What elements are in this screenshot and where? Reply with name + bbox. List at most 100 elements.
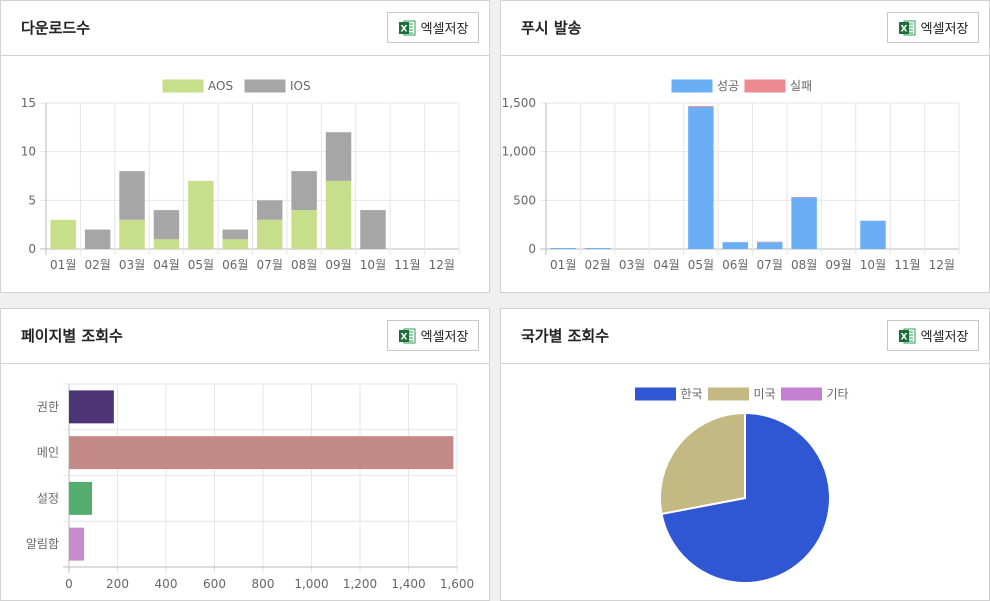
x-tick-label: 11월 — [394, 258, 420, 272]
x-tick-label: 06월 — [222, 258, 248, 272]
excel-export-button[interactable]: X 엑셀저장 — [387, 12, 479, 43]
legend-label: 미국 — [754, 387, 776, 401]
x-tick-label: 07월 — [757, 258, 783, 272]
panel-header: 푸시 발송 X 엑셀저장 — [501, 1, 989, 56]
y-tick-label: 설정 — [37, 491, 59, 505]
bar-메인 — [69, 436, 454, 470]
y-tick-label: 5 — [28, 193, 36, 207]
panel-title: 푸시 발송 — [521, 19, 582, 37]
bar-IOS — [256, 200, 283, 220]
x-tick-label: 200 — [106, 577, 129, 591]
legend-label: 실패 — [790, 79, 812, 93]
excel-icon: X — [398, 19, 416, 37]
legend-swatch — [162, 79, 204, 93]
y-tick-label: 500 — [513, 193, 536, 207]
bar-권한 — [69, 390, 114, 424]
bar-IOS — [291, 171, 317, 211]
x-tick-label: 12월 — [929, 258, 955, 272]
excel-icon: X — [398, 327, 416, 345]
bar-AOS — [256, 219, 283, 249]
x-tick-label: 05월 — [688, 258, 714, 272]
y-tick-label: 10 — [21, 145, 36, 159]
x-tick-label: 02월 — [84, 258, 110, 272]
excel-export-button[interactable]: X 엑셀저장 — [887, 12, 979, 43]
legend-swatch — [244, 79, 286, 93]
x-tick-label: 09월 — [325, 258, 351, 272]
x-tick-label: 12월 — [429, 258, 455, 272]
country-chart: 한국 미국 기타 — [635, 387, 849, 584]
y-tick-label: 권한 — [37, 400, 59, 414]
excel-export-label: 엑셀저장 — [920, 330, 969, 345]
excel-export-button[interactable]: X 엑셀저장 — [387, 320, 479, 351]
x-tick-label: 0 — [65, 577, 73, 591]
x-tick-label: 10월 — [360, 258, 386, 272]
legend-label: IOS — [290, 79, 311, 93]
y-tick-label: 알림함 — [26, 537, 59, 551]
bar-성공 — [756, 242, 783, 249]
x-tick-label: 04월 — [653, 258, 679, 272]
x-tick-label: 09월 — [825, 258, 851, 272]
excel-badge — [398, 329, 409, 342]
excel-export-button[interactable]: X 엑셀저장 — [887, 320, 979, 351]
panel-header: 국가별 조회수 X 엑셀저장 — [501, 309, 989, 364]
legend-swatch — [744, 79, 786, 93]
y-tick-label: 1,500 — [502, 96, 536, 110]
downloads-chart: AOS IOS 0 5 10 15 01월 02월 03월 04월 05월 06월 07월 08월 09월 1… — [21, 79, 460, 272]
panel-header: 다운로드수 X 엑셀저장 — [1, 1, 489, 56]
bar-AOS — [188, 180, 214, 249]
bar-성공 — [584, 248, 611, 249]
excel-letter: X — [900, 24, 907, 34]
x-tick-label: 1,000 — [294, 577, 328, 591]
y-tick-label: 0 — [528, 242, 536, 256]
x-tick-label: 1,200 — [343, 577, 377, 591]
country-panel: 국가별 조회수 X 엑셀저장 한국 미국 기타 — [500, 308, 990, 601]
bar-AOS — [50, 219, 76, 249]
bar-AOS — [291, 210, 317, 249]
y-tick-label: 메인 — [37, 446, 59, 460]
x-tick-label: 05월 — [188, 258, 214, 272]
excel-letter: X — [400, 332, 407, 342]
y-tick-label: 0 — [28, 242, 36, 256]
x-tick-label: 04월 — [153, 258, 179, 272]
bar-AOS — [325, 180, 352, 249]
excel-icon: X — [898, 327, 916, 345]
legend-label: 기타 — [827, 387, 849, 401]
x-tick-label: 1,600 — [440, 577, 474, 591]
bar-성공 — [860, 220, 886, 249]
legend-swatch — [671, 79, 713, 93]
excel-badge — [898, 21, 909, 34]
y-tick-label: 1,000 — [502, 145, 536, 159]
x-tick-label: 03월 — [119, 258, 145, 272]
legend-swatch — [708, 387, 749, 401]
excel-badge — [898, 329, 909, 342]
x-tick-label: 02월 — [584, 258, 610, 272]
legend-label: AOS — [208, 79, 233, 93]
excel-export-label: 엑셀저장 — [920, 22, 969, 37]
x-tick-label: 400 — [155, 577, 178, 591]
bar-성공 — [550, 248, 576, 249]
bar-IOS — [325, 132, 352, 181]
bar-IOS — [119, 171, 145, 220]
legend-swatch — [635, 387, 676, 401]
panel-title: 페이지별 조회수 — [21, 327, 123, 345]
x-tick-label: 800 — [252, 577, 275, 591]
bar-성공 — [722, 242, 749, 249]
bar-IOS — [222, 229, 249, 240]
bar-AOS — [153, 239, 180, 249]
bar-IOS — [360, 210, 386, 249]
x-tick-label: 03월 — [619, 258, 645, 272]
excel-letter: X — [900, 332, 907, 342]
x-tick-label: 08월 — [291, 258, 317, 272]
x-tick-label: 10월 — [860, 258, 886, 272]
excel-export-label: 엑셀저장 — [420, 22, 469, 37]
panel-title: 다운로드수 — [21, 19, 91, 37]
push-panel: 푸시 발송 X 엑셀저장 성공 실패 0 500 1,000 1,500 01월 02월 03월… — [500, 0, 990, 293]
bar-성공 — [791, 197, 817, 249]
y-tick-label: 15 — [21, 96, 36, 110]
x-tick-label: 11월 — [894, 258, 920, 272]
x-tick-label: 01월 — [550, 258, 576, 272]
push-chart: 성공 실패 0 500 1,000 1,500 01월 02월 03월 04월 05월 06월 07월 0… — [502, 79, 960, 272]
bar-성공 — [688, 106, 714, 249]
excel-icon: X — [898, 19, 916, 37]
panel-title: 국가별 조회수 — [521, 327, 610, 345]
